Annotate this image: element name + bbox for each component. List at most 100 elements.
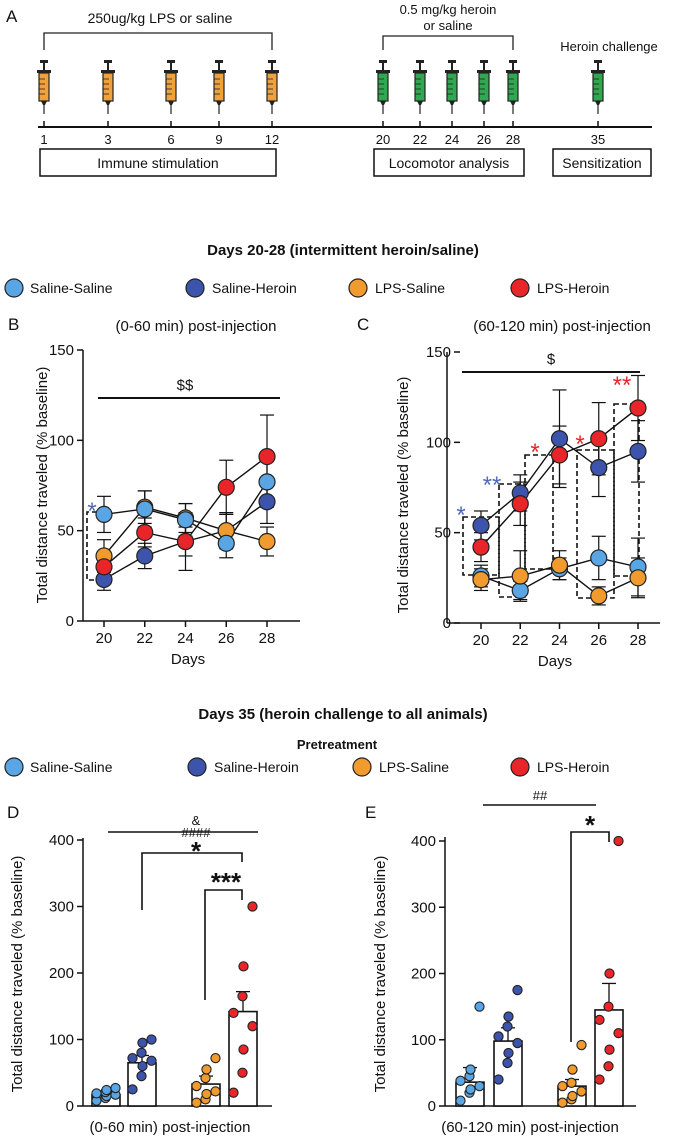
panel-e-ylabel: Total distance traveled (% baseline) bbox=[372, 856, 389, 1093]
sig-star: * bbox=[456, 502, 465, 529]
data-point bbox=[557, 1080, 568, 1092]
data-point bbox=[594, 1014, 605, 1026]
challenge-label: Heroin challenge bbox=[560, 39, 658, 54]
legend-marker bbox=[4, 757, 24, 777]
data-point bbox=[557, 1097, 568, 1108]
lps-bracket bbox=[43, 32, 273, 50]
timeline-day: 6 bbox=[167, 132, 174, 147]
y-tick-label: 50 bbox=[434, 525, 451, 542]
legend-label: Saline-Saline bbox=[30, 280, 113, 296]
data-point bbox=[502, 1021, 513, 1032]
data-point bbox=[472, 538, 490, 556]
data-point bbox=[493, 1074, 504, 1085]
y-tick-label: 200 bbox=[49, 965, 74, 982]
data-point bbox=[590, 430, 608, 448]
box-locomotor bbox=[373, 148, 525, 177]
data-point bbox=[604, 1044, 615, 1055]
data-point bbox=[503, 1011, 514, 1022]
legend-label: Saline-Heroin bbox=[212, 280, 297, 296]
data-point bbox=[228, 1087, 239, 1098]
scatter-points bbox=[91, 901, 258, 1108]
syringe-icon bbox=[163, 59, 179, 115]
y-tick-label: 300 bbox=[49, 899, 74, 916]
y-tick-label: 200 bbox=[411, 966, 436, 983]
data-point bbox=[474, 1001, 485, 1012]
data-point bbox=[176, 532, 195, 551]
data-point bbox=[550, 446, 569, 464]
sig-star: * bbox=[585, 810, 596, 840]
data-point bbox=[629, 442, 647, 460]
syringe-icon bbox=[476, 59, 492, 115]
x-tick-label: 22 bbox=[136, 630, 153, 647]
panel-d-xlabel: (0-60 min) post-injection bbox=[90, 1119, 251, 1136]
sig-star: ** bbox=[613, 372, 632, 399]
timeline-day: 12 bbox=[265, 132, 279, 147]
legend-top: Saline-Saline Saline-Heroin LPS-Saline L… bbox=[4, 278, 609, 298]
data-point bbox=[455, 1075, 466, 1086]
legend-label: LPS-Heroin bbox=[537, 759, 609, 775]
data-point bbox=[146, 1034, 157, 1045]
panel-b-letter: B bbox=[8, 315, 19, 334]
data-point bbox=[603, 1061, 614, 1072]
data-point bbox=[191, 1097, 202, 1108]
data-point bbox=[247, 901, 258, 912]
timeline-day: 20 bbox=[376, 132, 390, 147]
data-point bbox=[511, 581, 529, 600]
data-point bbox=[567, 1090, 578, 1102]
y-tick-label: 0 bbox=[443, 615, 451, 632]
data-point bbox=[576, 1039, 587, 1051]
data-point bbox=[502, 1057, 513, 1069]
legend-bottom: Saline-Saline Saline-Heroin LPS-Saline L… bbox=[4, 757, 609, 777]
sig-stars: * ** * * ** bbox=[456, 372, 631, 529]
data-point bbox=[590, 587, 608, 605]
data-point bbox=[136, 500, 154, 518]
y-tick-label: 150 bbox=[49, 342, 74, 359]
sig-star: * bbox=[530, 439, 539, 466]
data-point bbox=[217, 534, 235, 552]
legend-marker bbox=[352, 757, 372, 777]
data-point bbox=[95, 558, 113, 576]
data-point bbox=[512, 984, 523, 996]
y-tick-label: 0 bbox=[428, 1098, 436, 1115]
data-point bbox=[258, 473, 276, 491]
y-tick-label: 100 bbox=[426, 434, 451, 451]
data-point bbox=[493, 1031, 504, 1042]
data-point bbox=[238, 961, 249, 972]
legend-label: Saline-Saline bbox=[30, 759, 113, 775]
legend-label: LPS-Heroin bbox=[537, 280, 609, 296]
y-tick-label: 100 bbox=[49, 432, 74, 449]
data-point bbox=[474, 1080, 485, 1092]
data-point bbox=[258, 493, 276, 511]
data-point bbox=[465, 1064, 476, 1075]
legend-marker bbox=[4, 278, 24, 298]
data-point bbox=[567, 1064, 578, 1075]
data-point bbox=[191, 1080, 202, 1092]
panel-c-letter: C bbox=[357, 315, 369, 334]
data-point bbox=[137, 1060, 148, 1072]
sig-star: * bbox=[575, 431, 584, 458]
panel-d-ylabel: Total distance traveled (% baseline) bbox=[9, 856, 26, 1093]
data-point bbox=[613, 1027, 624, 1039]
data-point bbox=[101, 1084, 112, 1096]
data-point bbox=[237, 1067, 248, 1078]
data-point bbox=[136, 523, 154, 542]
y-tick-label: 100 bbox=[49, 1032, 74, 1049]
data-point bbox=[603, 1001, 614, 1012]
error-bars bbox=[463, 982, 616, 1087]
x-tick-label: 20 bbox=[96, 630, 113, 647]
data-point bbox=[629, 569, 647, 587]
data-point bbox=[613, 835, 624, 847]
panel-a-letter: A bbox=[6, 7, 18, 26]
syringe-icon bbox=[505, 59, 521, 115]
panel-a: A 250ug/kg LPS or saline 0.5 mg/kg heroi… bbox=[6, 2, 658, 177]
sig-dollar: $ bbox=[547, 351, 556, 368]
syringe-icon bbox=[36, 59, 52, 115]
y-tick-label: 50 bbox=[57, 523, 74, 540]
data-point bbox=[465, 1084, 476, 1095]
data-point bbox=[176, 511, 195, 529]
timeline-ticks bbox=[43, 121, 599, 127]
lps-label: 250ug/kg LPS or saline bbox=[88, 10, 233, 26]
data-point bbox=[550, 430, 569, 448]
data-point bbox=[550, 556, 569, 574]
